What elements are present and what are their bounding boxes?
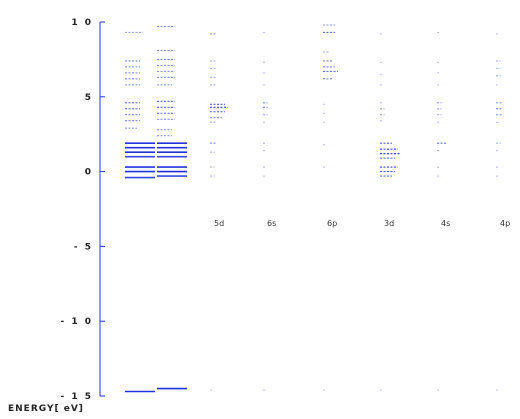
column-labels: 5d 6s 6p 3d 4s 4p [214, 219, 510, 228]
column-label: 4p [500, 219, 510, 228]
y-tick-label: - 1 0 [60, 317, 93, 327]
y-axis-ticks: 1 0 5 0 - 5 - 1 0 - 1 5 [60, 18, 105, 402]
column-label: 4s [441, 219, 450, 228]
y-tick-label: 0 [85, 168, 93, 178]
column-label: 6p [327, 219, 337, 228]
y-tick-label: 5 [85, 93, 93, 103]
column-label: 3d [384, 219, 394, 228]
energy-levels [125, 24, 502, 393]
column-label: 6s [267, 219, 276, 228]
y-axis-title: ENERGY[ eV] [8, 404, 84, 414]
y-tick-label: - 5 [74, 242, 93, 252]
y-tick-label: 1 0 [71, 18, 93, 28]
column-label: 5d [214, 219, 224, 228]
y-tick-label: - 1 5 [60, 392, 93, 402]
